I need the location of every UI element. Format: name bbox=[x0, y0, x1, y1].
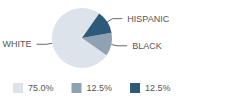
svg-text:75.0%: 75.0% bbox=[28, 83, 54, 93]
svg-text:12.5%: 12.5% bbox=[145, 83, 171, 93]
svg-text:12.5%: 12.5% bbox=[87, 83, 113, 93]
svg-text:HISPANIC: HISPANIC bbox=[127, 14, 169, 24]
svg-text:WHITE: WHITE bbox=[3, 39, 32, 49]
svg-text:BLACK: BLACK bbox=[132, 41, 162, 51]
